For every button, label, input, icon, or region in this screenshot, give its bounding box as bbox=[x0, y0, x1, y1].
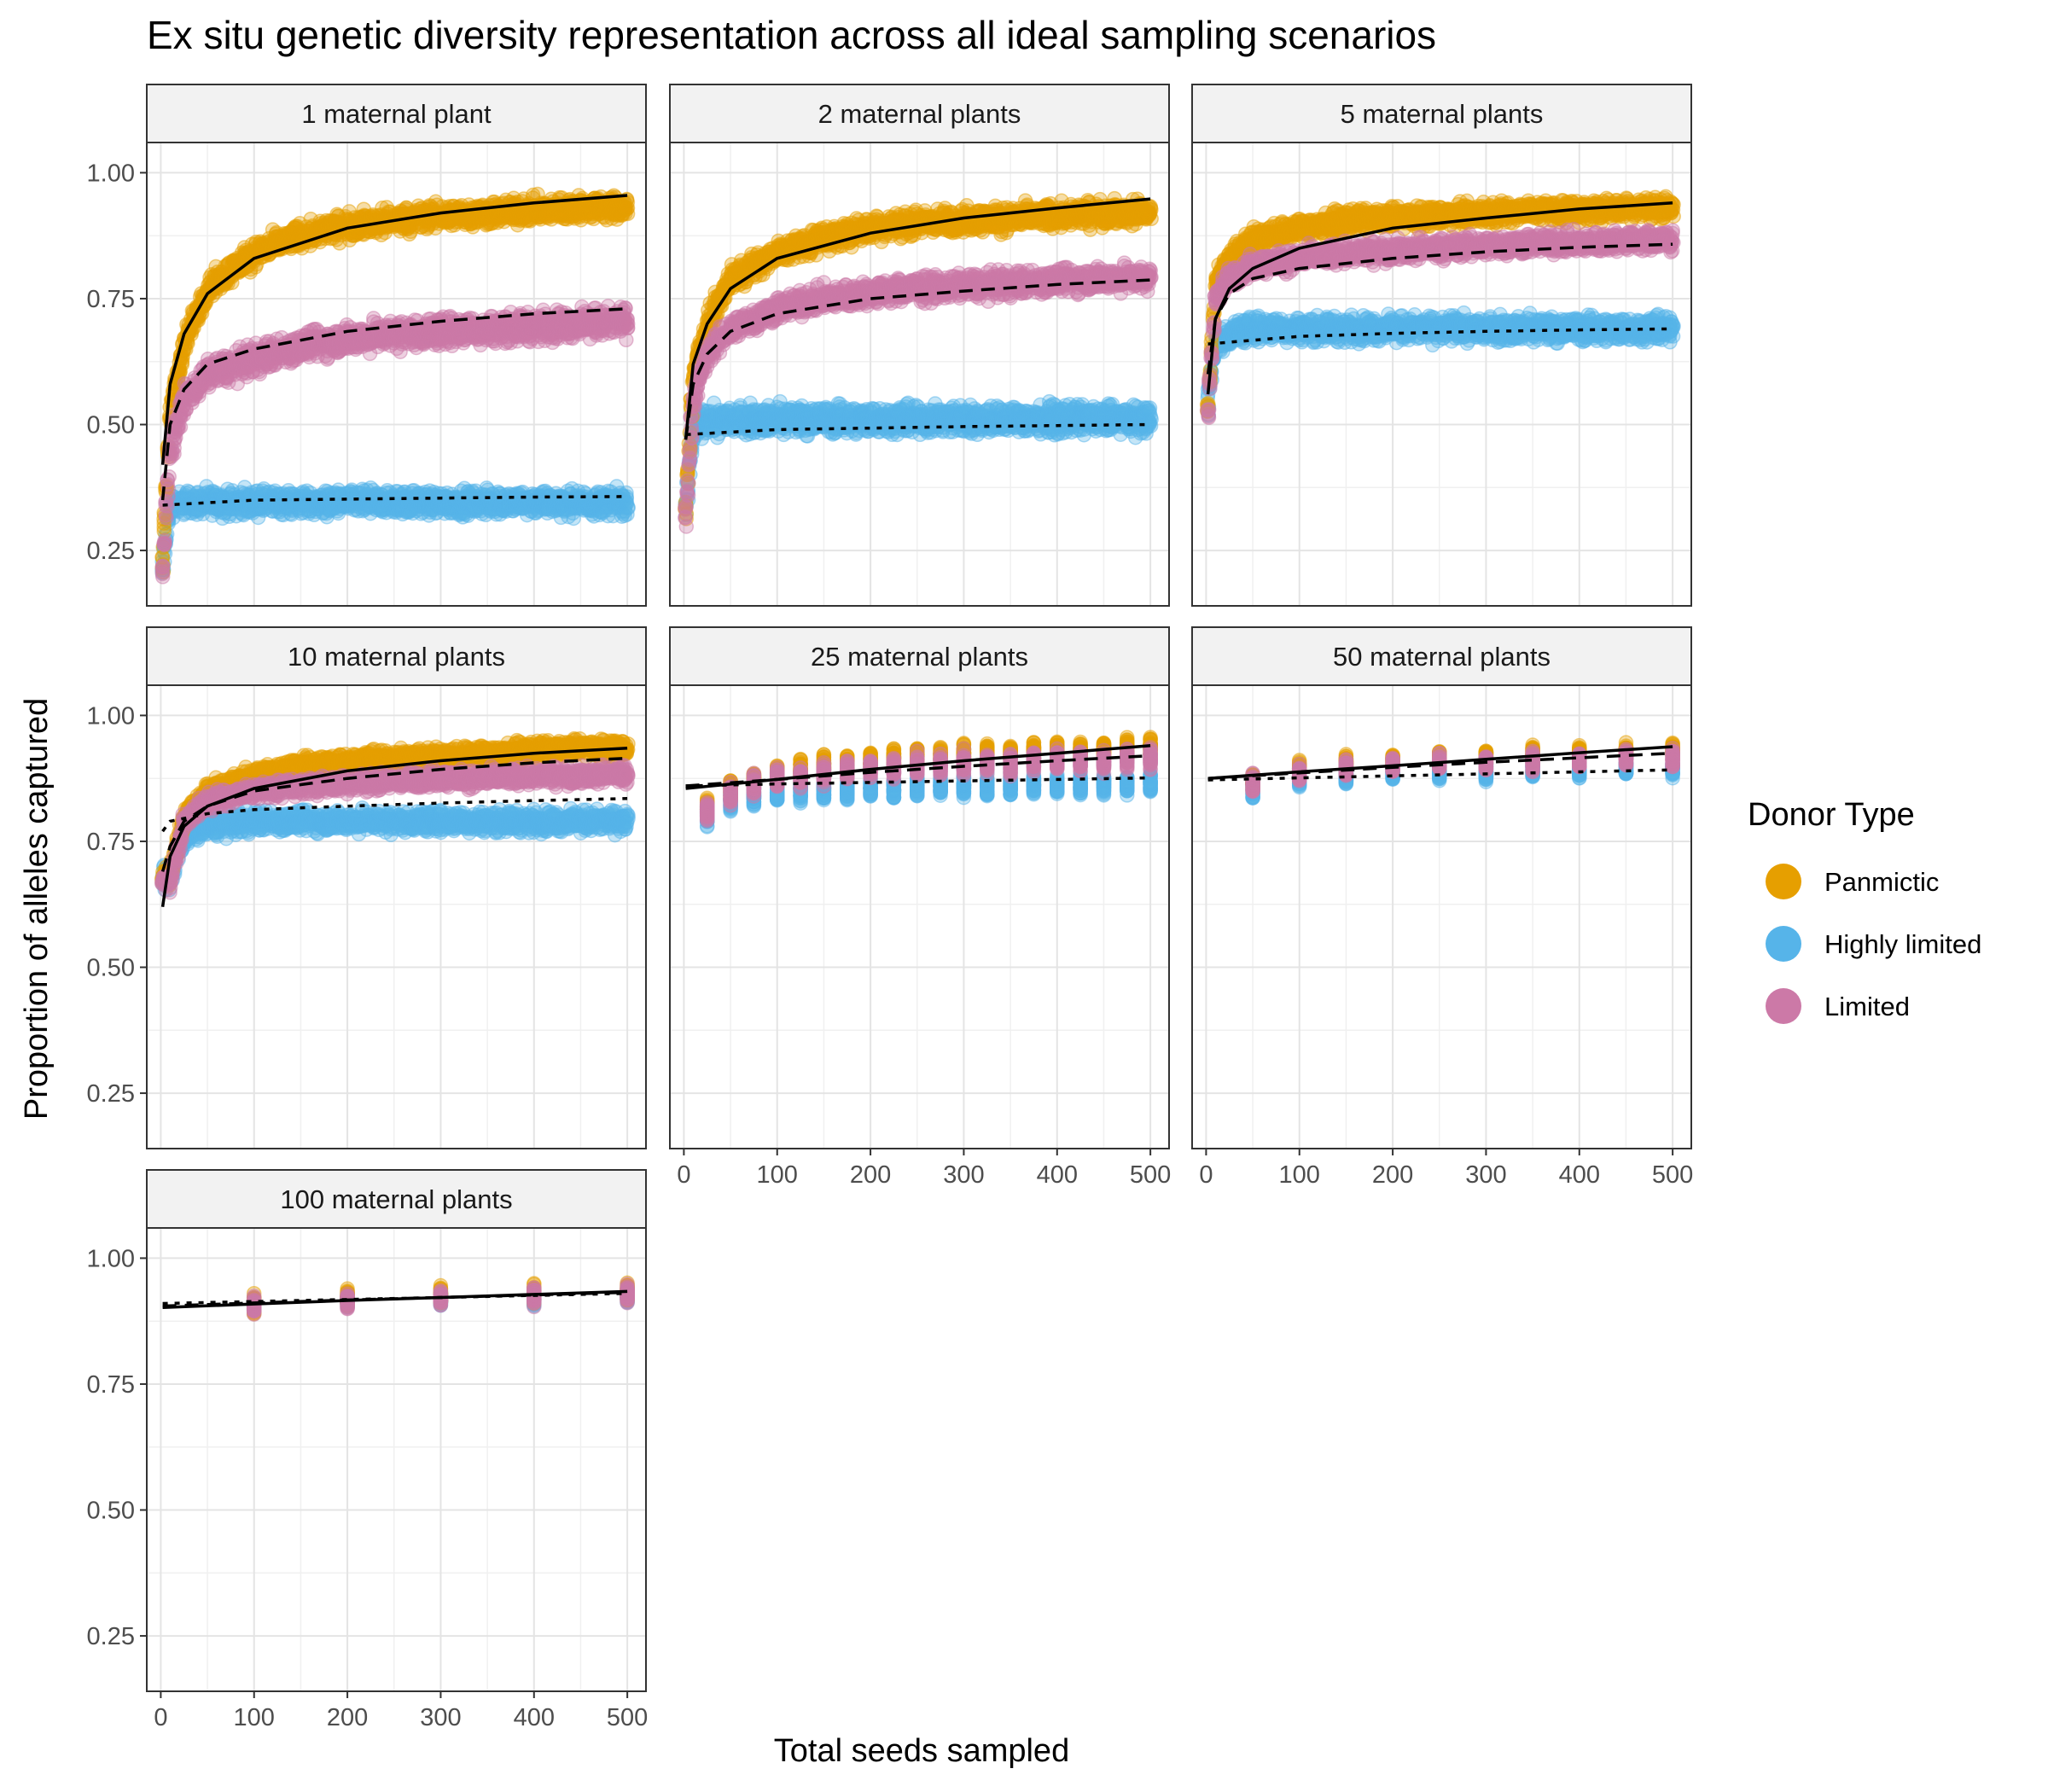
y-tick-label: 0.75 bbox=[87, 286, 135, 313]
data-point bbox=[157, 532, 172, 549]
strip-background bbox=[146, 84, 647, 143]
panel-2: 2 maternal plants bbox=[669, 84, 1170, 607]
y-tick-label: 1.00 bbox=[87, 160, 135, 187]
panels-layer: 1 maternal plant 0.25 0.50 0.75 1.00 2 matern… bbox=[87, 84, 1693, 1731]
data-point bbox=[620, 499, 636, 515]
data-point bbox=[620, 320, 636, 335]
points-group bbox=[154, 186, 636, 585]
y-tick-label: 0.25 bbox=[87, 538, 135, 565]
series-highly-limited bbox=[154, 479, 636, 581]
y-tick-label: 0.50 bbox=[87, 412, 135, 439]
panel-1: 1 maternal plant 0.25 0.50 0.75 1.00 bbox=[87, 84, 647, 607]
strip-label: 1 maternal plant bbox=[301, 99, 492, 129]
chart-title: Ex situ genetic diversity representation… bbox=[147, 13, 1436, 57]
strip-label: 2 maternal plants bbox=[818, 99, 1021, 129]
data-point bbox=[154, 564, 171, 579]
data-point bbox=[620, 201, 636, 216]
